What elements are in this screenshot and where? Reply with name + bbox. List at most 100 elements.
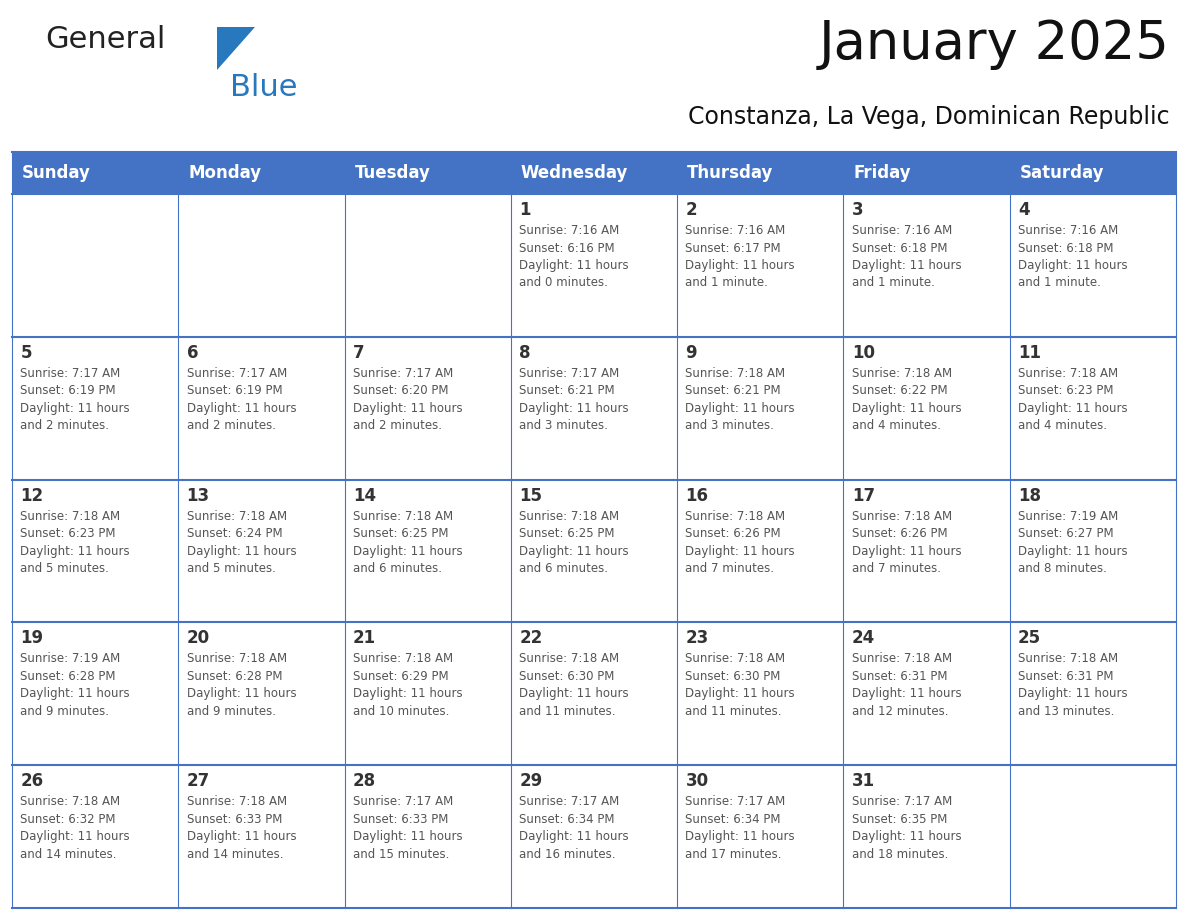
Text: 10: 10 (852, 344, 874, 362)
Text: January 2025: January 2025 (819, 18, 1170, 70)
Text: Sunrise: 7:18 AM
Sunset: 6:33 PM
Daylight: 11 hours
and 14 minutes.: Sunrise: 7:18 AM Sunset: 6:33 PM Dayligh… (187, 795, 296, 861)
Bar (345, 337, 511, 479)
Text: General: General (45, 25, 165, 54)
Text: Sunrise: 7:18 AM
Sunset: 6:21 PM
Daylight: 11 hours
and 3 minutes.: Sunrise: 7:18 AM Sunset: 6:21 PM Dayligh… (685, 367, 795, 432)
Bar (345, 766, 511, 908)
Bar (677, 152, 843, 194)
Bar (511, 766, 677, 908)
Text: 24: 24 (852, 630, 876, 647)
Text: Sunrise: 7:18 AM
Sunset: 6:26 PM
Daylight: 11 hours
and 7 minutes.: Sunrise: 7:18 AM Sunset: 6:26 PM Dayligh… (852, 509, 961, 575)
Text: Sunrise: 7:19 AM
Sunset: 6:27 PM
Daylight: 11 hours
and 8 minutes.: Sunrise: 7:19 AM Sunset: 6:27 PM Dayligh… (1018, 509, 1127, 575)
Bar (345, 194, 511, 337)
Text: 22: 22 (519, 630, 543, 647)
Text: 18: 18 (1018, 487, 1041, 505)
Bar (511, 194, 677, 337)
Bar (1010, 337, 1176, 479)
Bar (345, 152, 511, 194)
Bar (677, 337, 843, 479)
Bar (12, 194, 178, 337)
Text: 25: 25 (1018, 630, 1041, 647)
Polygon shape (217, 27, 255, 70)
Bar (178, 152, 345, 194)
Bar (12, 479, 178, 622)
Bar (677, 622, 843, 766)
Bar (843, 194, 1010, 337)
Text: Sunrise: 7:16 AM
Sunset: 6:17 PM
Daylight: 11 hours
and 1 minute.: Sunrise: 7:16 AM Sunset: 6:17 PM Dayligh… (685, 224, 795, 289)
Text: 9: 9 (685, 344, 697, 362)
Text: Sunrise: 7:18 AM
Sunset: 6:31 PM
Daylight: 11 hours
and 12 minutes.: Sunrise: 7:18 AM Sunset: 6:31 PM Dayligh… (852, 653, 961, 718)
Bar (677, 766, 843, 908)
Text: Sunrise: 7:17 AM
Sunset: 6:35 PM
Daylight: 11 hours
and 18 minutes.: Sunrise: 7:17 AM Sunset: 6:35 PM Dayligh… (852, 795, 961, 861)
Bar (843, 152, 1010, 194)
Text: Sunrise: 7:18 AM
Sunset: 6:23 PM
Daylight: 11 hours
and 4 minutes.: Sunrise: 7:18 AM Sunset: 6:23 PM Dayligh… (1018, 367, 1127, 432)
Bar (511, 337, 677, 479)
Bar (511, 479, 677, 622)
Bar (1010, 766, 1176, 908)
Bar (12, 337, 178, 479)
Text: 17: 17 (852, 487, 874, 505)
Text: Sunrise: 7:17 AM
Sunset: 6:33 PM
Daylight: 11 hours
and 15 minutes.: Sunrise: 7:17 AM Sunset: 6:33 PM Dayligh… (353, 795, 462, 861)
Text: Constanza, La Vega, Dominican Republic: Constanza, La Vega, Dominican Republic (688, 105, 1170, 129)
Bar (12, 152, 178, 194)
Bar (178, 194, 345, 337)
Text: 16: 16 (685, 487, 708, 505)
Bar (677, 194, 843, 337)
Text: 21: 21 (353, 630, 377, 647)
Text: Sunrise: 7:18 AM
Sunset: 6:30 PM
Daylight: 11 hours
and 11 minutes.: Sunrise: 7:18 AM Sunset: 6:30 PM Dayligh… (519, 653, 628, 718)
Bar (1010, 194, 1176, 337)
Text: Monday: Monday (188, 164, 261, 182)
Text: 7: 7 (353, 344, 365, 362)
Text: Tuesday: Tuesday (354, 164, 430, 182)
Text: 3: 3 (852, 201, 864, 219)
Text: Sunrise: 7:17 AM
Sunset: 6:34 PM
Daylight: 11 hours
and 16 minutes.: Sunrise: 7:17 AM Sunset: 6:34 PM Dayligh… (519, 795, 628, 861)
Bar (1010, 622, 1176, 766)
Text: Sunrise: 7:17 AM
Sunset: 6:19 PM
Daylight: 11 hours
and 2 minutes.: Sunrise: 7:17 AM Sunset: 6:19 PM Dayligh… (20, 367, 129, 432)
Text: Sunrise: 7:18 AM
Sunset: 6:28 PM
Daylight: 11 hours
and 9 minutes.: Sunrise: 7:18 AM Sunset: 6:28 PM Dayligh… (187, 653, 296, 718)
Text: Sunrise: 7:18 AM
Sunset: 6:32 PM
Daylight: 11 hours
and 14 minutes.: Sunrise: 7:18 AM Sunset: 6:32 PM Dayligh… (20, 795, 129, 861)
Text: Sunday: Sunday (21, 164, 90, 182)
Text: 12: 12 (20, 487, 44, 505)
Text: Sunrise: 7:18 AM
Sunset: 6:25 PM
Daylight: 11 hours
and 6 minutes.: Sunrise: 7:18 AM Sunset: 6:25 PM Dayligh… (519, 509, 628, 575)
Bar (178, 337, 345, 479)
Text: Sunrise: 7:19 AM
Sunset: 6:28 PM
Daylight: 11 hours
and 9 minutes.: Sunrise: 7:19 AM Sunset: 6:28 PM Dayligh… (20, 653, 129, 718)
Text: 27: 27 (187, 772, 210, 790)
Text: 2: 2 (685, 201, 697, 219)
Text: 1: 1 (519, 201, 531, 219)
Text: Saturday: Saturday (1019, 164, 1104, 182)
Text: 4: 4 (1018, 201, 1030, 219)
Text: Sunrise: 7:18 AM
Sunset: 6:24 PM
Daylight: 11 hours
and 5 minutes.: Sunrise: 7:18 AM Sunset: 6:24 PM Dayligh… (187, 509, 296, 575)
Text: Sunrise: 7:18 AM
Sunset: 6:22 PM
Daylight: 11 hours
and 4 minutes.: Sunrise: 7:18 AM Sunset: 6:22 PM Dayligh… (852, 367, 961, 432)
Text: 8: 8 (519, 344, 531, 362)
Text: Sunrise: 7:18 AM
Sunset: 6:29 PM
Daylight: 11 hours
and 10 minutes.: Sunrise: 7:18 AM Sunset: 6:29 PM Dayligh… (353, 653, 462, 718)
Bar (843, 337, 1010, 479)
Text: Thursday: Thursday (687, 164, 773, 182)
Bar (178, 766, 345, 908)
Text: 11: 11 (1018, 344, 1041, 362)
Text: 30: 30 (685, 772, 708, 790)
Bar (843, 479, 1010, 622)
Text: 15: 15 (519, 487, 542, 505)
Bar (178, 622, 345, 766)
Text: Sunrise: 7:17 AM
Sunset: 6:20 PM
Daylight: 11 hours
and 2 minutes.: Sunrise: 7:17 AM Sunset: 6:20 PM Dayligh… (353, 367, 462, 432)
Text: Sunrise: 7:18 AM
Sunset: 6:25 PM
Daylight: 11 hours
and 6 minutes.: Sunrise: 7:18 AM Sunset: 6:25 PM Dayligh… (353, 509, 462, 575)
Text: Sunrise: 7:18 AM
Sunset: 6:23 PM
Daylight: 11 hours
and 5 minutes.: Sunrise: 7:18 AM Sunset: 6:23 PM Dayligh… (20, 509, 129, 575)
Text: Sunrise: 7:17 AM
Sunset: 6:34 PM
Daylight: 11 hours
and 17 minutes.: Sunrise: 7:17 AM Sunset: 6:34 PM Dayligh… (685, 795, 795, 861)
Text: 13: 13 (187, 487, 210, 505)
Bar (345, 622, 511, 766)
Text: Sunrise: 7:18 AM
Sunset: 6:26 PM
Daylight: 11 hours
and 7 minutes.: Sunrise: 7:18 AM Sunset: 6:26 PM Dayligh… (685, 509, 795, 575)
Text: 29: 29 (519, 772, 543, 790)
Text: 6: 6 (187, 344, 198, 362)
Bar (12, 622, 178, 766)
Bar (12, 766, 178, 908)
Text: Sunrise: 7:16 AM
Sunset: 6:18 PM
Daylight: 11 hours
and 1 minute.: Sunrise: 7:16 AM Sunset: 6:18 PM Dayligh… (852, 224, 961, 289)
Text: 31: 31 (852, 772, 874, 790)
Bar (677, 479, 843, 622)
Text: 23: 23 (685, 630, 709, 647)
Text: Sunrise: 7:17 AM
Sunset: 6:19 PM
Daylight: 11 hours
and 2 minutes.: Sunrise: 7:17 AM Sunset: 6:19 PM Dayligh… (187, 367, 296, 432)
Text: 5: 5 (20, 344, 32, 362)
Bar (511, 152, 677, 194)
Text: Sunrise: 7:16 AM
Sunset: 6:18 PM
Daylight: 11 hours
and 1 minute.: Sunrise: 7:16 AM Sunset: 6:18 PM Dayligh… (1018, 224, 1127, 289)
Text: 14: 14 (353, 487, 377, 505)
Bar (1010, 152, 1176, 194)
Text: Sunrise: 7:18 AM
Sunset: 6:30 PM
Daylight: 11 hours
and 11 minutes.: Sunrise: 7:18 AM Sunset: 6:30 PM Dayligh… (685, 653, 795, 718)
